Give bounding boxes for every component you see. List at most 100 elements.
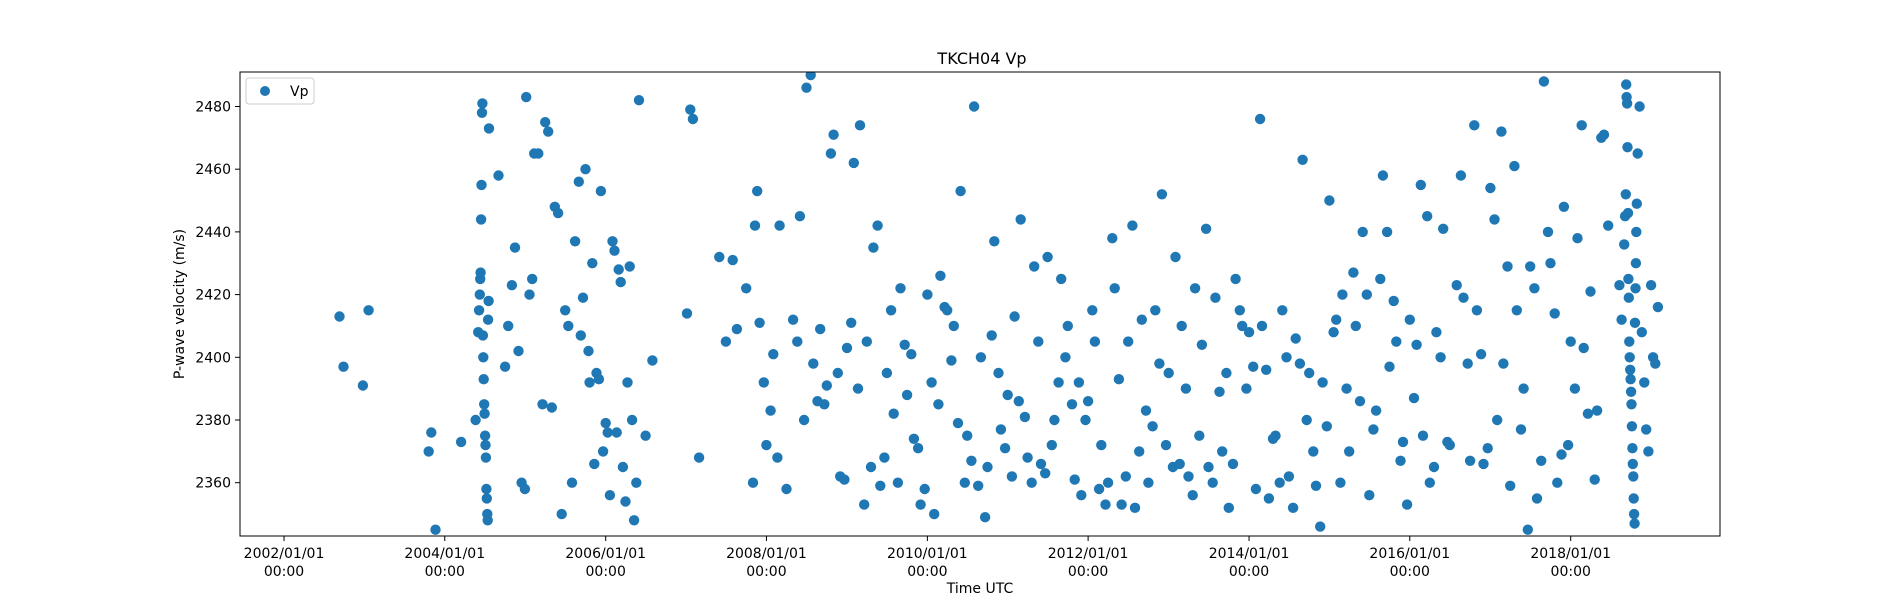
data-point-67 — [595, 185, 607, 197]
data-point-122 — [839, 474, 850, 485]
data-point-162 — [973, 480, 984, 491]
data-point-252 — [1274, 477, 1285, 488]
data-point-309 — [1469, 120, 1480, 131]
data-point-118 — [825, 148, 837, 159]
data-point-36 — [506, 280, 518, 291]
data-point-231 — [1203, 461, 1214, 473]
data-point-235 — [1217, 446, 1228, 457]
data-point-315 — [1489, 214, 1500, 225]
data-point-361 — [1623, 292, 1635, 303]
data-point-149 — [929, 508, 940, 520]
y-tick-label-6: 2480 — [195, 99, 231, 115]
data-point-110 — [798, 414, 810, 426]
data-point-372 — [1628, 493, 1639, 504]
data-point-187 — [1056, 273, 1067, 285]
data-point-349 — [1603, 220, 1614, 231]
y-tick-label-3: 2420 — [195, 288, 231, 304]
data-point-38 — [513, 345, 524, 357]
data-point-147 — [922, 289, 933, 300]
data-point-76 — [615, 276, 626, 288]
data-point-16 — [476, 107, 488, 119]
x-tick-time-8: 00:00 — [1551, 564, 1591, 580]
data-point-339 — [1569, 383, 1581, 394]
data-point-96 — [747, 477, 759, 488]
data-point-286 — [1388, 295, 1399, 307]
data-point-83 — [631, 477, 642, 488]
data-point-47 — [540, 117, 551, 128]
data-point-142 — [906, 349, 917, 360]
y-axis-label: P-wave velocity (m/s) — [172, 229, 188, 379]
data-point-280 — [1368, 424, 1379, 435]
data-point-0 — [334, 311, 345, 322]
data-point-91 — [714, 251, 725, 263]
data-point-352 — [1619, 239, 1630, 250]
data-point-179 — [1029, 261, 1040, 272]
data-point-200 — [1100, 499, 1111, 510]
data-point-84 — [633, 95, 645, 106]
data-point-2 — [357, 380, 369, 391]
data-point-169 — [995, 424, 1007, 435]
y-tick-label-1: 2380 — [195, 413, 231, 429]
data-point-217 — [1156, 189, 1168, 200]
data-point-214 — [1147, 421, 1158, 432]
data-point-333 — [1549, 308, 1560, 319]
data-point-80 — [624, 261, 635, 272]
data-point-216 — [1154, 358, 1165, 369]
data-point-175 — [1015, 214, 1026, 225]
data-point-287 — [1391, 336, 1402, 347]
data-point-123 — [841, 342, 853, 354]
data-point-53 — [560, 305, 571, 316]
data-point-233 — [1210, 292, 1221, 303]
data-point-318 — [1498, 358, 1509, 369]
data-point-184 — [1046, 439, 1058, 451]
data-point-201 — [1102, 477, 1114, 488]
data-point-327 — [1529, 283, 1540, 294]
data-point-158 — [959, 477, 970, 488]
data-point-48 — [543, 126, 554, 137]
data-point-119 — [828, 129, 839, 140]
data-point-112 — [805, 72, 816, 81]
data-point-351 — [1616, 314, 1627, 325]
data-point-195 — [1082, 396, 1094, 407]
data-point-18 — [477, 330, 489, 341]
data-point-163 — [975, 352, 987, 363]
data-point-306 — [1458, 292, 1469, 303]
data-point-116 — [819, 399, 830, 410]
data-point-271 — [1337, 289, 1348, 300]
data-point-296 — [1422, 211, 1433, 222]
data-point-383 — [1639, 377, 1650, 388]
data-point-54 — [563, 320, 574, 332]
legend-marker — [260, 86, 270, 96]
data-point-378 — [1631, 226, 1642, 238]
data-point-22 — [479, 408, 490, 419]
data-point-165 — [982, 461, 993, 473]
data-point-376 — [1630, 283, 1641, 294]
data-point-268 — [1328, 327, 1339, 338]
data-point-86 — [647, 355, 658, 366]
data-point-189 — [1062, 320, 1074, 332]
data-point-139 — [895, 283, 906, 294]
data-point-125 — [848, 157, 859, 169]
data-point-345 — [1589, 474, 1600, 485]
data-point-180 — [1033, 336, 1044, 347]
data-point-202 — [1107, 233, 1118, 244]
data-point-343 — [1582, 408, 1594, 419]
data-point-23 — [479, 430, 491, 441]
y-axis: 2360 2380 2400 2420 2440 2460 2480 — [195, 99, 240, 492]
data-point-92 — [720, 336, 732, 347]
data-point-193 — [1076, 490, 1087, 501]
chart-title: TKCH04 Vp — [936, 49, 1026, 68]
data-point-247 — [1256, 320, 1268, 332]
data-point-213 — [1143, 477, 1154, 488]
data-point-263 — [1310, 480, 1322, 491]
data-point-242 — [1241, 383, 1252, 394]
data-point-74 — [611, 427, 622, 438]
data-point-386 — [1645, 280, 1657, 291]
data-point-224 — [1180, 383, 1192, 394]
data-point-117 — [821, 380, 832, 391]
data-point-75 — [613, 264, 624, 275]
data-point-138 — [892, 477, 904, 488]
data-point-381 — [1634, 101, 1645, 112]
data-point-321 — [1509, 160, 1520, 172]
data-point-388 — [1650, 358, 1661, 369]
